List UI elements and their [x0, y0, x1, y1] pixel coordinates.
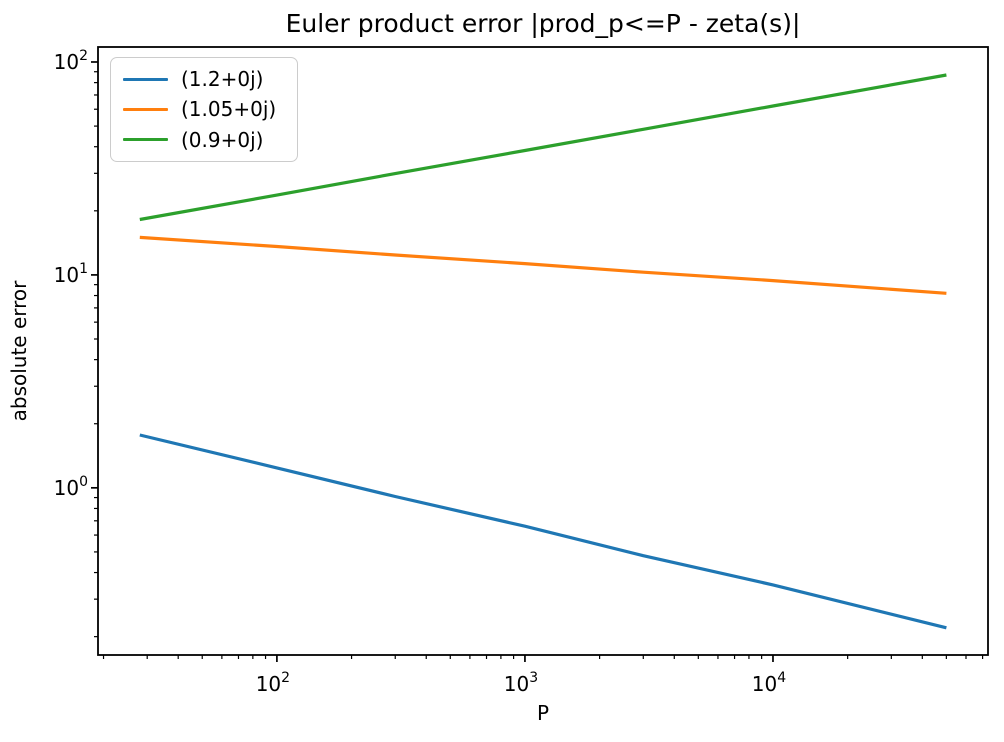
data-line-1.20j — [139, 433, 947, 630]
legend: (1.2+0j) (1.05+0j) (0.9+0j) — [110, 57, 298, 162]
data-line-1.050j — [139, 235, 947, 295]
legend-line-swatch — [123, 107, 168, 112]
legend-line-swatch — [123, 77, 168, 81]
legend-label: (0.9+0j) — [181, 127, 264, 152]
legend-label: (1.05+0j) — [181, 97, 277, 122]
legend-item: (1.2+0j) — [123, 67, 285, 91]
y-tick-label: 102 — [54, 48, 88, 74]
x-axis-label: P — [536, 701, 550, 725]
legend-item: (0.9+0j) — [123, 128, 285, 152]
chart-title: Euler product error |prod_p<=P - zeta(s)… — [285, 9, 801, 38]
x-tick-label: 103 — [504, 670, 538, 696]
y-tick-label: 100 — [54, 474, 88, 500]
x-tick-label: 102 — [256, 670, 290, 696]
legend-item: (1.05+0j) — [123, 97, 285, 121]
legend-label: (1.2+0j) — [181, 67, 264, 92]
x-tick-label: 104 — [752, 670, 786, 696]
plot-border — [97, 46, 989, 656]
legend-line-swatch — [123, 138, 168, 142]
y-tick-label: 101 — [54, 261, 88, 287]
data-line-0.90j — [139, 73, 947, 222]
